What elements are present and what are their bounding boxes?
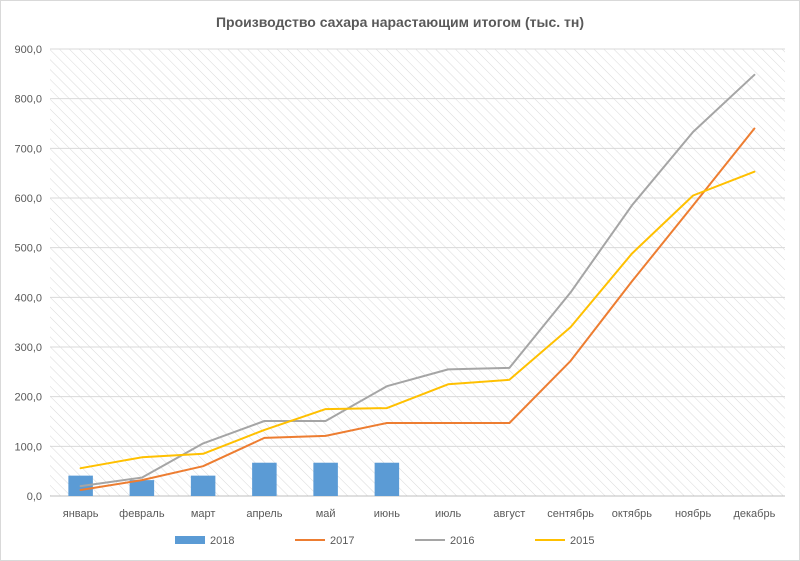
y-tick-label: 700,0 [14,143,42,155]
y-tick-label: 900,0 [14,44,42,56]
bar-2018-май [313,462,338,496]
y-tick-label: 400,0 [14,292,42,304]
line-series-2017 [79,127,756,491]
x-tick-label: ноябрь [675,508,712,520]
legend-label-2017: 2017 [330,535,354,547]
y-tick-label: 600,0 [14,193,42,205]
legend: 2018 2017 2016 2015 [175,535,594,547]
y-tick-label: 800,0 [14,94,42,106]
legend-label-2015: 2015 [570,535,594,547]
line-series-2016 [79,73,756,488]
line-series-2015 [79,170,756,470]
x-tick-label: апрель [246,508,282,520]
x-tick-label: август [493,508,525,520]
x-tick-label: сентябрь [547,508,594,520]
y-tick-label: 300,0 [14,342,42,354]
legend-label-2016: 2016 [450,535,474,547]
y-tick-label: 500,0 [14,243,42,255]
x-tick-label: март [191,508,216,520]
y-tick-label: 100,0 [14,441,42,453]
y-axis: 0,0 100,0 200,0 300,0 400,0 500,0 600,0 700,0 80… [14,44,785,503]
bar-2018-июнь [374,462,400,496]
x-tick-label: июнь [374,508,400,520]
line-series [79,73,756,491]
x-tick-label: февраль [119,508,165,520]
legend-swatch-2018 [175,536,205,544]
x-tick-label: октябрь [612,508,652,520]
chart-title: Производство сахара нарастающим итогом (… [215,14,584,30]
legend-label-2018: 2018 [210,535,234,547]
y-tick-label: 200,0 [14,392,42,404]
bar-2018-апрель [252,462,277,496]
y-tick-label: 0,0 [27,491,42,503]
bar-2018-февраль [129,480,155,496]
x-tick-label: январь [63,508,99,520]
x-tick-label: декабрь [733,508,775,520]
x-tick-label: июль [435,508,462,520]
x-axis: январь февраль март апрель май июнь июль август… [50,495,785,520]
bar-series [68,462,400,496]
bar-2018-март [190,475,216,496]
x-tick-label: май [316,508,336,520]
plot-area [50,49,785,496]
